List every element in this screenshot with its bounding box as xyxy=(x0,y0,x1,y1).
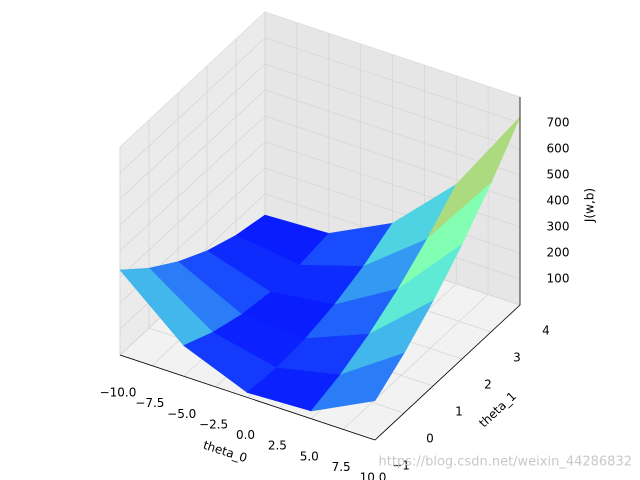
x-tick-label: 0.0 xyxy=(236,428,255,442)
grid-line xyxy=(264,167,521,254)
y-tick-label: 4 xyxy=(542,324,550,338)
y-tick-label: 0 xyxy=(426,432,434,446)
y-tick xyxy=(491,332,499,335)
grid-line xyxy=(119,115,266,252)
z-tick-label: 500 xyxy=(547,168,570,182)
z-tick-label: 100 xyxy=(547,272,570,286)
y-axis xyxy=(374,304,521,441)
x-tick-label: −2.5 xyxy=(199,417,228,431)
z-tick-label: 700 xyxy=(547,116,570,130)
y-axis-label: theta_1 xyxy=(476,389,519,430)
y-tick xyxy=(375,440,383,443)
y-tick-label: 3 xyxy=(513,351,521,365)
z-axis-label: J(w,b) xyxy=(583,188,597,223)
x-tick-label: 10.0 xyxy=(360,471,387,480)
surface-cell xyxy=(310,352,405,412)
grid-line xyxy=(119,63,266,200)
y-tick-label: 2 xyxy=(484,378,492,392)
x-tick-label: 7.5 xyxy=(332,460,351,474)
grid-line xyxy=(119,89,266,226)
y-tick xyxy=(520,305,528,308)
y-tick-label: 1 xyxy=(455,405,463,419)
grid-line xyxy=(264,89,521,176)
z-tick-label: 300 xyxy=(547,220,570,234)
grid-line xyxy=(119,141,266,278)
x-tick-label: −10.0 xyxy=(100,386,137,400)
x-tick-label: −7.5 xyxy=(135,396,164,410)
labels: −10.0−7.5−5.0−2.5 0.0 2.5 5.0 7.5 10.0 −1 0 1 2 3 4… xyxy=(100,97,597,480)
grid-line xyxy=(342,294,489,430)
x-tick-label: 2.5 xyxy=(268,439,287,453)
z-tick-label: 600 xyxy=(547,142,570,156)
watermark: https://blog.csdn.net/weixin_44286832 xyxy=(378,455,632,470)
x-tick-label: −5.0 xyxy=(167,407,196,421)
x-tick xyxy=(375,440,378,448)
grid-line xyxy=(264,63,521,150)
x-tick-label: 5.0 xyxy=(300,449,319,463)
grid-line xyxy=(119,37,266,174)
grid-line xyxy=(264,37,521,124)
y-tick xyxy=(433,386,441,389)
x-axis xyxy=(119,354,376,441)
grid-line xyxy=(264,141,521,228)
surface xyxy=(119,116,521,412)
z-tick-label: 200 xyxy=(547,246,570,260)
z-tick-label: 400 xyxy=(547,194,570,208)
y-tick-label: −1 xyxy=(392,459,410,473)
y-tick xyxy=(404,413,412,416)
y-tick xyxy=(462,359,470,362)
